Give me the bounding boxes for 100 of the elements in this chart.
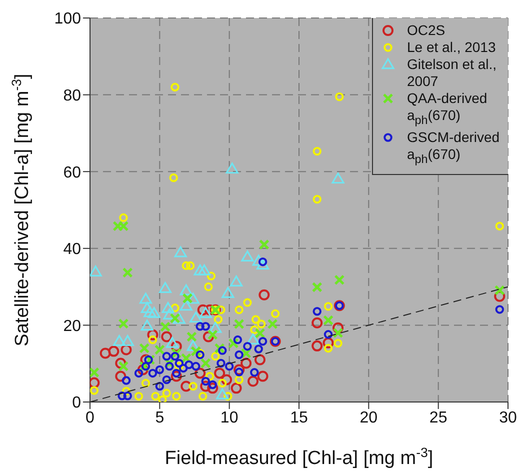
x-axis-title: Field-measured [Chl-a] [mg m$^{-3}$]: [164, 444, 434, 469]
point: [162, 375, 172, 384]
point: [204, 282, 213, 292]
legend-label: QAA-derived a$_{ph}$(670): [407, 90, 488, 129]
legend-label: Le et al., 2013: [407, 39, 496, 56]
point: [234, 364, 245, 376]
x-tick-label: 10: [220, 409, 238, 426]
point: [174, 362, 184, 371]
point: [112, 335, 126, 346]
point: [134, 368, 144, 378]
point: [118, 361, 129, 372]
x-tick-label: 15: [290, 409, 308, 426]
point: [170, 352, 180, 361]
y-tick-label: 40: [63, 241, 82, 258]
point: [250, 325, 259, 334]
point: [254, 344, 263, 354]
point: [115, 370, 126, 382]
point: [312, 307, 322, 316]
point: [134, 392, 144, 401]
point: [201, 376, 210, 386]
point: [90, 377, 100, 388]
point: [140, 302, 154, 313]
legend-label: OC2S: [407, 22, 446, 39]
point: [214, 368, 226, 379]
point: [248, 376, 259, 387]
point: [250, 368, 259, 377]
point: [122, 376, 131, 385]
point: [201, 322, 210, 331]
point: [194, 368, 206, 379]
point: [270, 309, 280, 318]
y-tick-label: 60: [63, 164, 82, 182]
point: [226, 162, 238, 174]
point: [230, 382, 242, 394]
point: [214, 315, 223, 324]
point: [252, 254, 265, 266]
point: [243, 298, 252, 307]
point: [334, 338, 342, 348]
point: [122, 267, 133, 278]
point: [162, 302, 174, 313]
point: [258, 336, 268, 346]
point: [147, 329, 158, 340]
point: [180, 300, 192, 311]
point: [495, 305, 504, 314]
point: [169, 173, 178, 182]
legend-label: GSCM-derived a$_{ph}$(670): [407, 128, 501, 168]
point: [230, 276, 243, 286]
point: [205, 372, 214, 381]
point: [196, 322, 204, 331]
legend-label: Gitelson et al., 2007: [407, 56, 498, 90]
point: [115, 358, 126, 369]
point: [148, 368, 158, 378]
point: [332, 322, 344, 334]
point: [194, 264, 206, 276]
point: [234, 318, 244, 330]
point: [148, 335, 158, 344]
point: [180, 380, 192, 392]
point: [206, 272, 216, 280]
point: [121, 335, 134, 346]
point: [172, 368, 181, 378]
point: [216, 305, 226, 314]
point: [90, 386, 99, 395]
point: [324, 344, 333, 353]
point: [267, 318, 278, 330]
point: [192, 362, 200, 371]
point: [199, 306, 212, 318]
point: [324, 302, 333, 311]
point: [211, 352, 220, 361]
x-tick-label: 25: [429, 409, 448, 426]
point: [312, 317, 323, 328]
point: [312, 282, 322, 292]
point: [158, 395, 167, 402]
point: [184, 360, 194, 370]
point: [166, 336, 179, 348]
point: [494, 285, 505, 296]
point: [224, 362, 234, 371]
y-tick-label: 100: [54, 10, 82, 28]
point: [190, 312, 202, 323]
point: [188, 382, 198, 391]
point: [162, 388, 172, 398]
point: [197, 304, 208, 316]
point: [335, 92, 344, 102]
point: [158, 282, 172, 293]
point: [251, 315, 260, 324]
point: [100, 348, 111, 359]
point: [234, 305, 244, 314]
point: [243, 342, 252, 351]
point: [139, 342, 150, 354]
point: [200, 358, 211, 368]
point: [240, 358, 252, 369]
point: [186, 261, 195, 270]
y-tick-label: 80: [63, 87, 82, 104]
y-tick-label: 0: [72, 394, 82, 412]
point: [161, 331, 172, 342]
x-tick-label: 0: [86, 409, 95, 426]
point: [224, 392, 232, 401]
point: [155, 365, 164, 374]
point: [322, 337, 334, 348]
point: [494, 290, 506, 302]
point: [332, 172, 344, 184]
point: [334, 274, 345, 286]
